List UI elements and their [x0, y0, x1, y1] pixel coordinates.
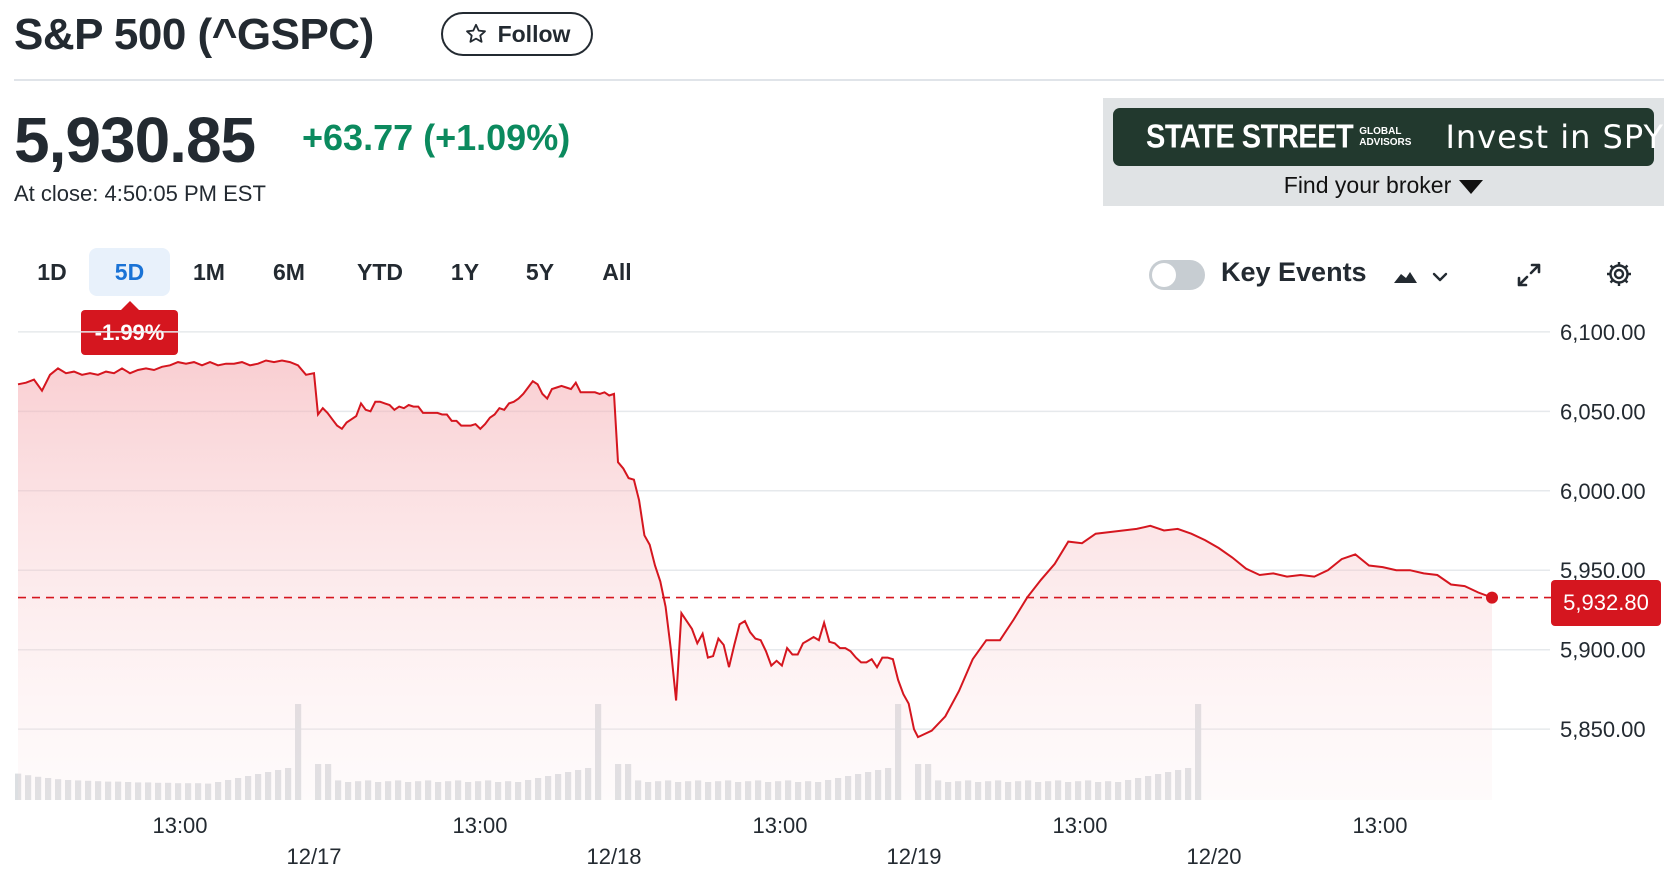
close-time: At close: 4:50:05 PM EST	[14, 181, 266, 206]
follow-button[interactable]: Follow	[441, 12, 593, 56]
chart-type-button[interactable]	[1390, 262, 1456, 292]
range-tab-1d[interactable]: 1D	[37, 258, 67, 285]
key-events-label: Key Events	[1221, 257, 1367, 287]
mountain-chart-icon	[1394, 272, 1417, 283]
x-date-label: 12/17	[286, 844, 341, 869]
range-tab-ytd[interactable]: YTD	[357, 258, 403, 285]
key-events-toggle[interactable]	[1149, 260, 1205, 290]
expand-icon	[1517, 263, 1541, 287]
ad-brand: STATE STREET	[1146, 118, 1354, 155]
ad-banner[interactable]: STATE STREET GLOBAL ADVISORS Invest in S…	[1103, 98, 1664, 206]
y-tick-label: 6,000.00	[1560, 479, 1646, 504]
current-price-badge: 5,932.80	[1551, 580, 1661, 626]
x-date-label: 12/20	[1186, 844, 1241, 869]
last-price-dot	[1486, 591, 1498, 604]
find-broker-link[interactable]: Find your broker	[1103, 172, 1664, 199]
range-tab-6m[interactable]: 6M	[273, 258, 305, 285]
chevron-down-icon	[1432, 272, 1448, 282]
x-time-label: 13:00	[752, 813, 807, 838]
x-time-label: 13:00	[1352, 813, 1407, 838]
fullscreen-button[interactable]	[1514, 260, 1544, 290]
ad-cta: Invest in SPY	[1445, 118, 1664, 156]
x-date-label: 12/19	[886, 844, 941, 869]
price-change: +63.77 (+1.09%)	[302, 117, 571, 158]
ad-button[interactable]: STATE STREET GLOBAL ADVISORS Invest in S…	[1113, 108, 1663, 166]
current-price: 5,930.85	[14, 104, 256, 176]
x-time-label: 13:00	[452, 813, 507, 838]
range-tab-all[interactable]: All	[602, 258, 632, 285]
page-title: S&P 500 (^GSPC)	[14, 10, 374, 59]
range-tab-1y[interactable]: 1Y	[450, 258, 480, 285]
header-divider	[14, 79, 1664, 81]
range-tab-1m[interactable]: 1M	[193, 258, 225, 285]
range-tab-5d[interactable]: 5D	[89, 248, 170, 296]
price-line	[17, 359, 1493, 739]
star-icon	[465, 23, 486, 43]
y-tick-label: 5,900.00	[1560, 638, 1646, 663]
y-tick-label: 6,050.00	[1560, 399, 1646, 424]
x-time-label: 13:00	[1052, 813, 1107, 838]
y-tick-label: 5,850.00	[1560, 717, 1646, 742]
caret-down-icon	[1459, 179, 1484, 194]
ad-brand-sub: GLOBAL ADVISORS	[1359, 126, 1412, 148]
gear-icon	[1607, 262, 1631, 286]
price-area	[18, 360, 1492, 800]
y-tick-label: 6,100.00	[1560, 320, 1646, 345]
chart-settings-button[interactable]	[1604, 259, 1634, 289]
y-tick-label: 5,950.00	[1560, 558, 1646, 583]
find-broker-label: Find your broker	[1283, 172, 1452, 198]
range-tab-5y[interactable]: 5Y	[525, 258, 555, 285]
x-date-label: 12/18	[586, 844, 641, 869]
toggle-knob	[1152, 263, 1176, 287]
x-time-label: 13:00	[152, 813, 207, 838]
follow-label: Follow	[497, 20, 571, 47]
